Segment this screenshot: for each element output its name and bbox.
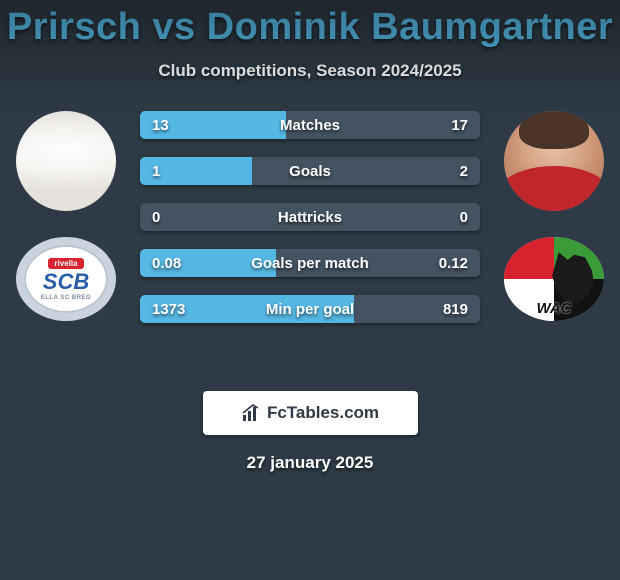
left-club-badge: rivella SCB ELLA SC BREG [16,237,116,321]
chart-icon [241,403,261,423]
stat-right-value: 17 [451,111,468,139]
stat-label: Goals [289,163,331,180]
stat-label: Matches [280,117,340,134]
left-club-abbr: SCB [43,271,89,293]
stat-right-value: 0.12 [439,249,468,277]
stat-right-value: 819 [443,295,468,323]
stat-row: 1373 Min per goal 819 [140,295,480,323]
stat-left-value: 1 [152,157,160,185]
stat-label: Hattricks [278,209,342,226]
stat-label: Goals per match [251,255,369,272]
stat-left-value: 1373 [152,295,185,323]
stat-row: 13 Matches 17 [140,111,480,139]
stat-right-value: 0 [460,203,468,231]
right-club-badge: WAC [504,237,604,321]
stat-right-value: 2 [460,157,468,185]
stat-row: 1 Goals 2 [140,157,480,185]
stat-left-value: 13 [152,111,169,139]
stat-bars: 13 Matches 17 1 Goals 2 0 Hattricks 0 0.08 Goals p… [140,111,480,323]
left-player-avatar [16,111,116,211]
left-club-tag: rivella [48,258,83,269]
stat-left-value: 0 [152,203,160,231]
left-player-column: rivella SCB ELLA SC BREG [6,111,126,321]
right-player-column: WAC [494,111,614,321]
stat-left-value: 0.08 [152,249,181,277]
right-club-abbr: WAC [504,300,604,317]
comparison-title: Prirsch vs Dominik Baumgartner [0,0,620,49]
stat-row: 0.08 Goals per match 0.12 [140,249,480,277]
brand-box: FcTables.com [203,391,418,435]
brand-text: FcTables.com [267,403,379,423]
date-line: 27 january 2025 [0,453,620,473]
comparison-subtitle: Club competitions, Season 2024/2025 [0,61,620,81]
right-player-avatar [504,111,604,211]
left-club-subtext: ELLA SC BREG [41,295,91,301]
comparison-main: rivella SCB ELLA SC BREG WAC 13 Matches 17… [0,111,620,371]
stat-row: 0 Hattricks 0 [140,203,480,231]
stat-label: Min per goal [266,301,354,318]
